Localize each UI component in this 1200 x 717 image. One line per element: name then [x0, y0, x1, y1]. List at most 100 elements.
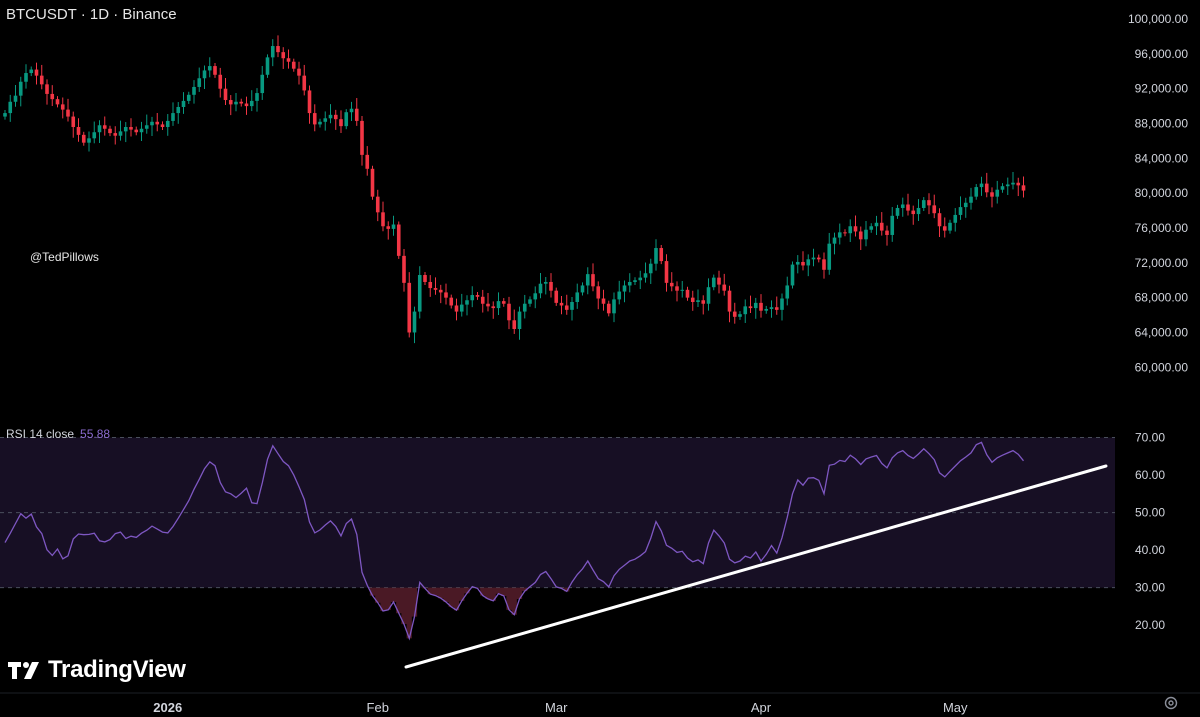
candle-body: [711, 277, 716, 288]
candle-body: [948, 222, 952, 231]
candle-body: [18, 81, 23, 96]
candle-body: [559, 302, 564, 306]
candles: [3, 35, 1026, 344]
candle-body: [843, 232, 847, 234]
candle-body: [444, 292, 448, 298]
candle-body: [816, 257, 821, 260]
candle-body: [701, 300, 706, 304]
candle-body: [354, 108, 359, 121]
candle-body: [433, 288, 438, 290]
trendline: [404, 464, 1108, 669]
candle-body: [885, 230, 889, 235]
candle-body: [522, 303, 527, 312]
rsi-axis-tick-label: 70.00: [1135, 431, 1165, 445]
candle-body: [92, 132, 97, 139]
candle-body: [71, 116, 76, 128]
candle-body: [344, 112, 349, 127]
candle-body: [1021, 185, 1026, 191]
candle-body: [265, 57, 270, 75]
candle-body: [360, 120, 364, 155]
tradingview-logo[interactable]: TradingView: [8, 656, 186, 684]
candle-body: [969, 196, 973, 203]
candle-body: [937, 213, 942, 227]
candle-body: [774, 307, 779, 310]
candle-body: [669, 282, 674, 287]
candle-body: [24, 73, 28, 82]
candle-body: [633, 280, 637, 282]
candle-body: [276, 46, 280, 53]
candle-body: [365, 154, 370, 169]
candle-body: [417, 275, 422, 312]
candle-body: [832, 237, 837, 244]
candle-body: [213, 66, 217, 75]
candle-body: [391, 224, 396, 229]
candle-body: [218, 74, 223, 89]
candle-body: [349, 108, 354, 113]
candle-body: [696, 300, 700, 302]
candle-body: [874, 222, 879, 227]
candle-body: [449, 297, 454, 306]
candle-body: [659, 248, 664, 262]
candle-body: [895, 207, 900, 216]
candle-body: [197, 78, 202, 87]
price-axis-tick-label: 68,000.00: [1135, 291, 1189, 305]
candle-body: [297, 68, 301, 76]
candle-body: [465, 300, 469, 305]
candle-body: [606, 303, 611, 314]
price-axis-tick-label: 80,000.00: [1135, 186, 1189, 200]
candle-body: [108, 128, 112, 134]
candle-body: [827, 243, 832, 270]
candle-body: [228, 100, 233, 105]
author-handle: @TedPillows: [30, 250, 99, 264]
candle-body: [575, 292, 580, 302]
candle-body: [533, 293, 538, 300]
rsi-axis-tick-label: 60.00: [1135, 468, 1165, 482]
candle-body: [869, 226, 874, 230]
price-axis-tick-label: 100,000.00: [1128, 12, 1188, 26]
candle-body: [239, 101, 244, 104]
candle-body: [396, 224, 401, 256]
settings-gear-icon[interactable]: [1164, 696, 1178, 710]
candle-body: [129, 127, 133, 130]
candle-body: [780, 298, 784, 310]
candle-body: [1005, 184, 1010, 187]
candle-body: [181, 100, 186, 107]
time-axis-label: Apr: [751, 700, 772, 715]
price-axis-tick-label: 96,000.00: [1135, 47, 1189, 61]
candle-body: [528, 299, 532, 304]
candle-body: [260, 74, 265, 94]
candle-body: [370, 168, 375, 197]
candle-body: [801, 261, 805, 266]
candle-body: [50, 93, 55, 100]
rsi-legend: RSI 14 close 55.88: [6, 427, 110, 441]
candle-body: [643, 273, 648, 278]
tradingview-logo-text: TradingView: [48, 656, 186, 683]
candle-body: [759, 302, 763, 311]
candle-body: [76, 127, 81, 135]
candle-body: [501, 301, 506, 304]
candle-body: [8, 101, 13, 114]
rsi-axis-tick-label: 40.00: [1135, 543, 1165, 557]
candle-body: [165, 120, 170, 128]
candle-body: [34, 69, 39, 76]
candle-body: [585, 274, 590, 286]
candle-body: [942, 226, 947, 231]
rsi-series: [4, 441, 1025, 641]
candle-body: [123, 127, 128, 132]
candle-body: [979, 183, 984, 188]
candle-body: [785, 285, 790, 299]
candle-body: [339, 119, 343, 127]
candle-body: [192, 86, 196, 95]
candle-body: [675, 286, 679, 291]
candle-body: [234, 101, 238, 105]
candle-body: [601, 298, 606, 304]
candle-body: [748, 306, 753, 309]
candle-body: [900, 204, 905, 208]
candle-body: [1011, 182, 1015, 185]
candle-body: [743, 306, 748, 315]
candle-body: [176, 106, 181, 114]
candle-body: [727, 290, 732, 312]
candle-body: [638, 277, 643, 281]
candle-body: [706, 287, 711, 304]
